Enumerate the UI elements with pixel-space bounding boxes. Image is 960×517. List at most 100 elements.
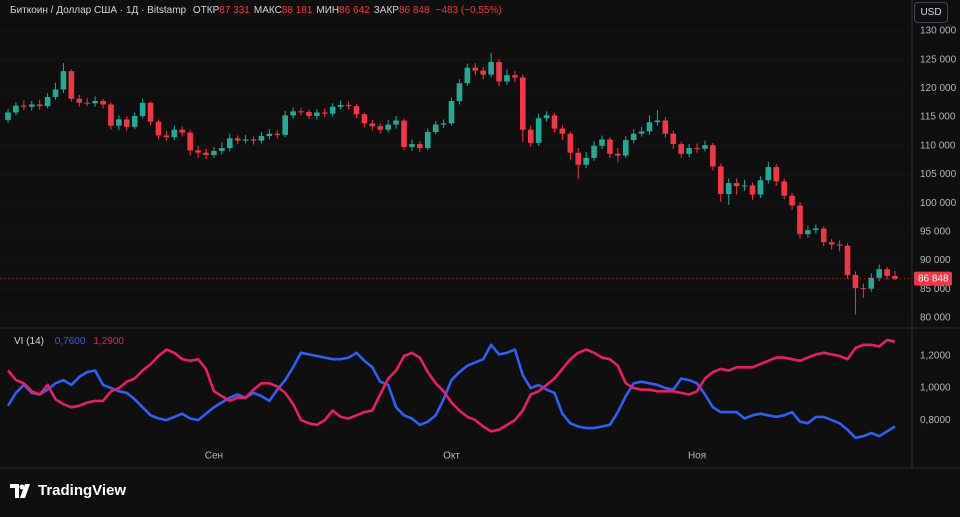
- y-tick-label: 80 000: [920, 313, 951, 324]
- candle-body: [520, 77, 526, 130]
- y-tick-label: 85 000: [920, 284, 951, 295]
- candle-body: [591, 145, 597, 158]
- candle-body: [195, 150, 201, 153]
- candle-body: [306, 111, 312, 116]
- candle-body: [646, 122, 653, 132]
- candle-body: [5, 112, 11, 120]
- candle-body: [401, 120, 407, 147]
- candle-body: [535, 118, 542, 143]
- legend-label: МИН: [316, 5, 340, 16]
- candle-body: [781, 181, 787, 196]
- candle-body: [337, 105, 344, 107]
- candle-body: [496, 61, 502, 82]
- candle-body: [686, 148, 692, 154]
- candle-body: [527, 129, 534, 143]
- candle-body: [559, 128, 566, 134]
- candle-body: [773, 167, 780, 182]
- indicator-value: 1,2900: [93, 336, 124, 347]
- candle-body: [163, 135, 170, 138]
- candle-body: [353, 106, 360, 115]
- candle-body: [820, 228, 827, 243]
- candle-body: [749, 185, 756, 195]
- candle-body: [876, 269, 882, 278]
- candle-body: [242, 139, 249, 141]
- candle-body: [377, 126, 384, 130]
- candle-body: [329, 106, 336, 114]
- candle-body: [432, 124, 439, 133]
- candle-body: [654, 120, 661, 123]
- candle-body: [844, 245, 851, 275]
- y-tick-label: 100 000: [920, 198, 957, 209]
- candle-body: [131, 115, 138, 127]
- candle-body: [622, 140, 629, 156]
- candle-body: [250, 139, 257, 141]
- candle-body: [234, 138, 241, 141]
- candle-body: [424, 132, 431, 149]
- last-price-label: 86 848: [918, 273, 949, 284]
- candle-body: [92, 101, 98, 104]
- vi-line: [6, 338, 896, 433]
- currency-button[interactable]: USD: [914, 2, 948, 23]
- candle-body: [258, 136, 265, 141]
- candle-body: [369, 123, 376, 127]
- candle-body: [480, 70, 486, 75]
- candle-body: [68, 71, 75, 99]
- brand-name: TradingView: [38, 482, 127, 499]
- legend-value: 86 848: [398, 5, 430, 16]
- candle-body: [678, 144, 684, 154]
- candle-body: [266, 133, 273, 137]
- candle-body: [615, 153, 621, 156]
- candle-body: [464, 67, 471, 84]
- candle-body: [456, 83, 463, 102]
- candle-body: [203, 152, 209, 155]
- candle-body: [139, 102, 146, 116]
- candle-body: [76, 98, 83, 103]
- legend-value: 88 181: [281, 5, 313, 16]
- candle-body: [512, 75, 518, 78]
- candle-body: [868, 277, 875, 289]
- candle-body: [860, 288, 867, 290]
- legend-value: 86 642: [339, 5, 370, 16]
- candle-body: [21, 105, 27, 107]
- candle-body: [187, 132, 193, 151]
- candle-body: [662, 120, 669, 134]
- candle-body: [274, 133, 281, 135]
- candle-body: [725, 183, 732, 195]
- candle-body: [290, 111, 296, 116]
- candle-body: [543, 115, 550, 119]
- candle-body: [710, 145, 716, 167]
- symbol-title: Биткоин / Доллар США · 1Д · Bitstamp: [10, 5, 187, 16]
- legend-change: −483 (−0,55%): [435, 5, 502, 16]
- candle-body: [575, 152, 582, 165]
- y-tick-label: 95 000: [920, 227, 951, 238]
- candle-body: [322, 112, 328, 114]
- candle-body: [44, 96, 51, 107]
- candle-body: [448, 101, 455, 124]
- y-tick-label: 1,0000: [920, 383, 951, 394]
- legend-value: 87 331: [219, 5, 250, 16]
- candle-body: [409, 144, 415, 147]
- candle-body: [147, 102, 154, 122]
- x-tick-label: Окт: [443, 451, 460, 462]
- candle-body: [226, 138, 233, 149]
- candle-body: [298, 111, 304, 113]
- candle-body: [36, 104, 43, 107]
- candle-body: [155, 121, 162, 136]
- candle-body: [551, 115, 558, 129]
- candle-body: [361, 114, 368, 124]
- candle-body: [797, 205, 803, 235]
- candle-body: [702, 145, 708, 149]
- candle-body: [108, 104, 114, 126]
- candle-body: [52, 89, 59, 97]
- candle-body: [345, 105, 352, 107]
- indicator-value: 0,7600: [54, 336, 86, 347]
- candle-body: [733, 183, 740, 186]
- y-tick-label: 90 000: [920, 255, 951, 266]
- candle-body: [60, 71, 67, 90]
- candle-body: [789, 195, 795, 206]
- candle-body: [124, 119, 130, 127]
- y-tick-label: 105 000: [920, 169, 957, 180]
- candle-body: [583, 157, 589, 165]
